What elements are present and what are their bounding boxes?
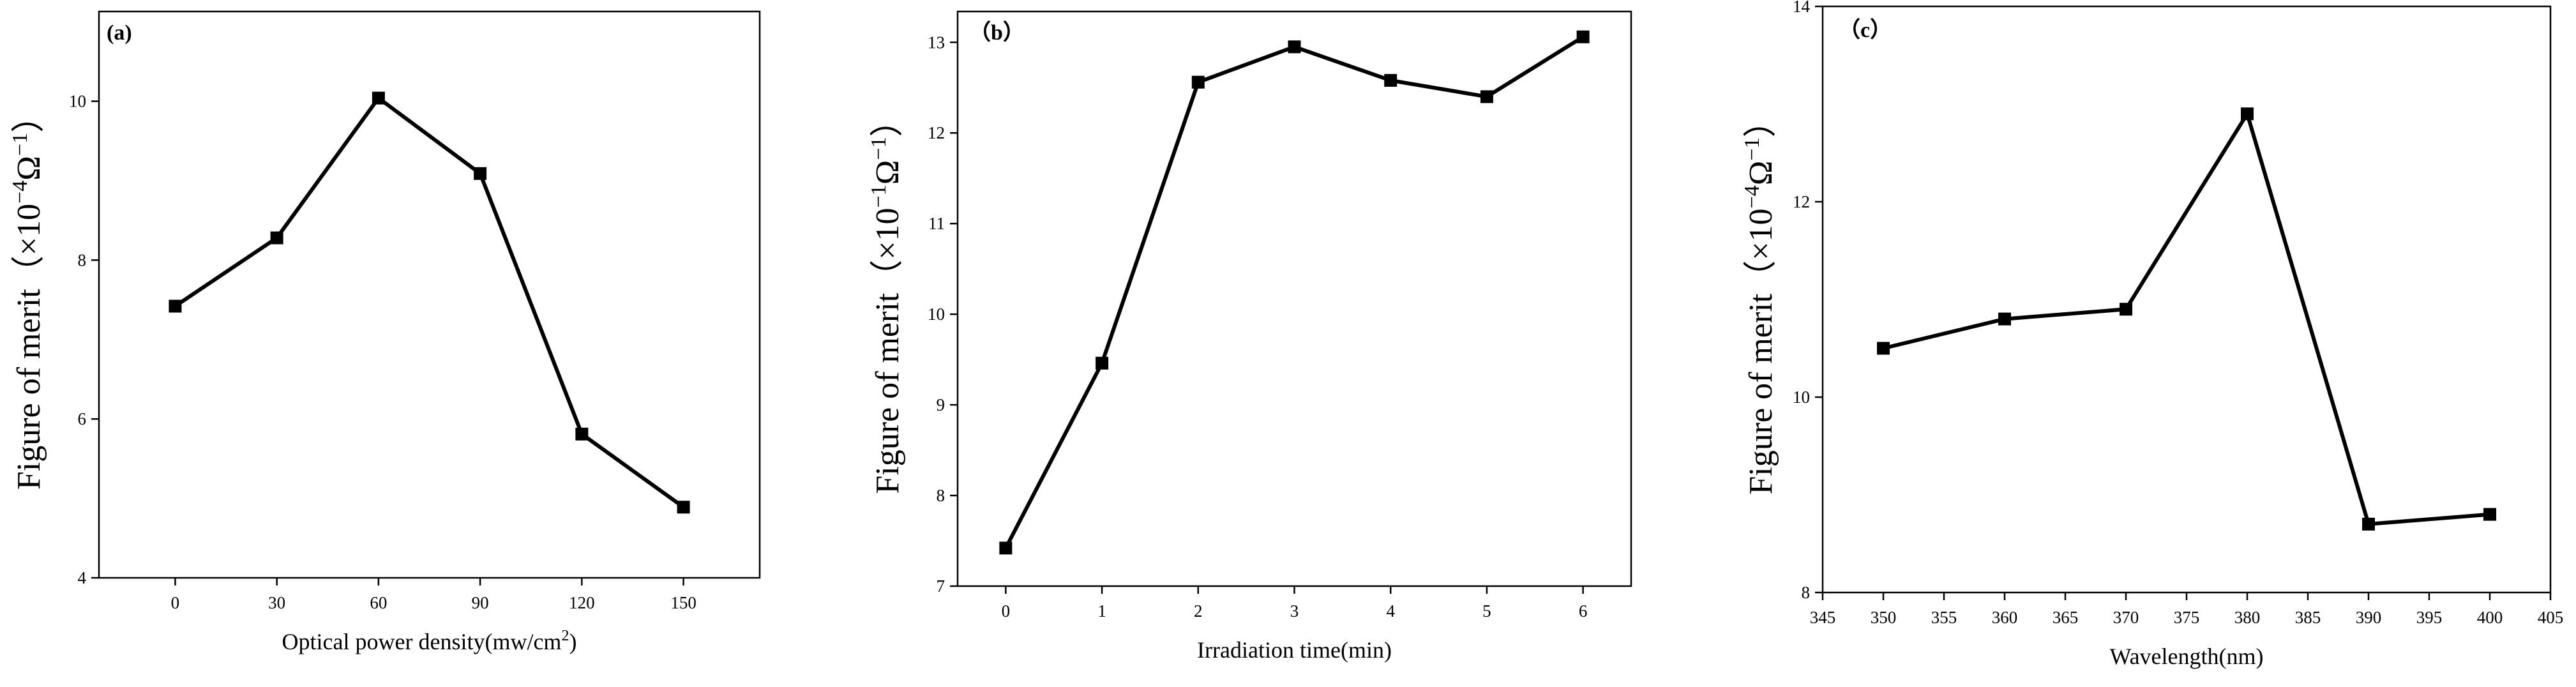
x-tick-label-a: 60 [370, 593, 387, 612]
plot-frame-a [98, 10, 761, 579]
panel-label-c: （c） [1839, 17, 1892, 42]
x-tick-label-c: 360 [1992, 608, 2018, 627]
y-tick-label-b: 13 [928, 33, 945, 52]
x-tick-label-c: 380 [2234, 608, 2261, 627]
x-tick-label-b: 3 [1290, 601, 1299, 621]
x-tick-label-c: 395 [2416, 608, 2443, 627]
data-point-b [1480, 90, 1493, 103]
data-point-c [1998, 312, 2011, 326]
y-axis-label-b: Figure of merit（×10−1Ω−1） [867, 103, 906, 494]
y-tick-label-b: 9 [937, 395, 945, 414]
y-tick-label-a: 10 [69, 92, 86, 111]
x-tick-label-b: 1 [1097, 601, 1106, 621]
panel-c-chart: 345 350 355 360 365 370 375 380 385 390 395 400 405 8… [1740, 0, 2563, 669]
x-tick-label-c: 405 [2538, 608, 2564, 627]
data-point-c [2483, 508, 2496, 521]
x-tick-label-b: 6 [1579, 601, 1588, 621]
x-axis-label-b: Irradiation time(min) [1197, 637, 1392, 663]
y-tick-label-b: 11 [928, 214, 945, 233]
data-point-a [372, 91, 385, 105]
data-point-c [2241, 107, 2254, 121]
x-tick-label-c: 375 [2174, 608, 2200, 627]
data-point-c [2362, 517, 2375, 531]
data-point-b [1576, 30, 1590, 43]
x-axis-label-c: Wavelength(nm) [2109, 644, 2263, 669]
panel-a-chart: 0 30 60 90 120 150 4 6 8 10 (a) Optical power densi… [8, 10, 761, 654]
x-tick-label-c: 355 [1931, 608, 1957, 627]
data-point-b [999, 541, 1013, 555]
y-tick-label-b: 10 [928, 305, 945, 324]
data-point-a [677, 501, 690, 514]
y-tick-label-b: 8 [937, 486, 945, 505]
data-point-a [270, 231, 283, 245]
x-tick-label-c: 390 [2356, 608, 2382, 627]
y-tick-label-a: 8 [78, 250, 87, 269]
x-axis-label-a: Optical power density(mw/cm2) [282, 628, 577, 654]
x-tick-label-b: 0 [1002, 601, 1011, 621]
x-tick-label-a: 90 [472, 593, 489, 612]
x-tick-label-c: 350 [1871, 608, 1897, 627]
data-point-b [1096, 356, 1109, 370]
y-tick-label-b: 7 [937, 577, 945, 596]
y-axis-label-a: Figure of merit（×10−4Ω−1） [8, 100, 47, 490]
y-tick-label-a: 6 [78, 409, 87, 428]
y-tick-label-c: 8 [1802, 583, 1811, 602]
data-point-a [575, 427, 589, 441]
panel-label-a: (a) [107, 21, 132, 45]
x-tick-label-c: 385 [2295, 608, 2321, 627]
y-tick-label-a: 4 [78, 568, 87, 587]
x-tick-label-b: 2 [1194, 601, 1203, 621]
x-tick-label-c: 400 [2477, 608, 2503, 627]
x-tick-label-a: 30 [268, 593, 285, 612]
y-tick-label-c: 10 [1793, 388, 1810, 407]
data-point-b [1191, 75, 1205, 89]
series-line-a [174, 96, 685, 509]
series-line-c [1883, 112, 2490, 526]
x-tick-label-c: 345 [1810, 608, 1836, 627]
x-tick-label-c: 365 [2053, 608, 2079, 627]
x-tick-label-a: 0 [171, 593, 180, 612]
data-point-c [1877, 342, 1890, 355]
data-point-b [1288, 40, 1301, 54]
x-tick-label-c: 370 [2113, 608, 2139, 627]
data-point-b [1384, 73, 1397, 87]
x-tick-label-b: 5 [1482, 601, 1491, 621]
y-tick-label-c: 14 [1793, 0, 1811, 16]
x-tick-label-a: 150 [670, 593, 697, 612]
panel-label-b: （b） [969, 20, 1025, 45]
x-tick-label-b: 4 [1386, 601, 1395, 621]
data-point-a [169, 299, 182, 313]
data-point-a [474, 167, 487, 180]
data-point-c [2120, 303, 2132, 316]
y-axis-label-c: Figure of merit（×10−4Ω−1） [1740, 104, 1779, 494]
y-tick-label-c: 12 [1793, 192, 1810, 211]
x-tick-label-a: 120 [569, 593, 595, 612]
y-tick-label-b: 12 [928, 123, 945, 142]
